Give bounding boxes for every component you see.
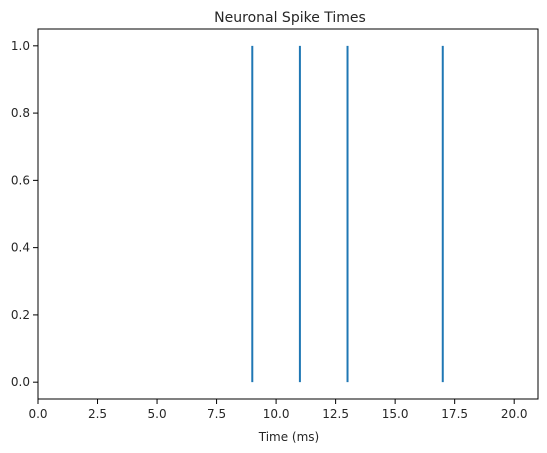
x-tick-label: 10.0 xyxy=(263,407,290,421)
y-tick-label: 0.0 xyxy=(11,375,30,389)
chart-title: Neuronal Spike Times xyxy=(214,10,366,26)
y-tick-label: 0.2 xyxy=(11,308,30,322)
x-tick-label: 5.0 xyxy=(148,407,167,421)
y-axis-ticks: 0.0 0.2 0.4 0.6 0.8 1.0 xyxy=(11,39,38,389)
x-tick-label: 15.0 xyxy=(382,407,409,421)
plot-area xyxy=(38,29,538,399)
x-tick-label: 17.5 xyxy=(441,407,468,421)
y-tick-label: 0.4 xyxy=(11,241,30,255)
x-tick-label: 0.0 xyxy=(28,407,47,421)
y-tick-label: 0.8 xyxy=(11,106,30,120)
x-tick-label: 7.5 xyxy=(207,407,226,421)
y-tick-label: 0.6 xyxy=(11,173,30,187)
y-tick-label: 1.0 xyxy=(11,39,30,53)
x-axis-ticks: 0.0 2.5 5.0 7.5 10.0 12.5 15.0 17.5 20.0 xyxy=(28,399,527,421)
x-axis-title: Time (ms) xyxy=(258,430,320,444)
x-tick-label: 20.0 xyxy=(501,407,528,421)
x-tick-label: 12.5 xyxy=(322,407,349,421)
x-tick-label: 2.5 xyxy=(88,407,107,421)
